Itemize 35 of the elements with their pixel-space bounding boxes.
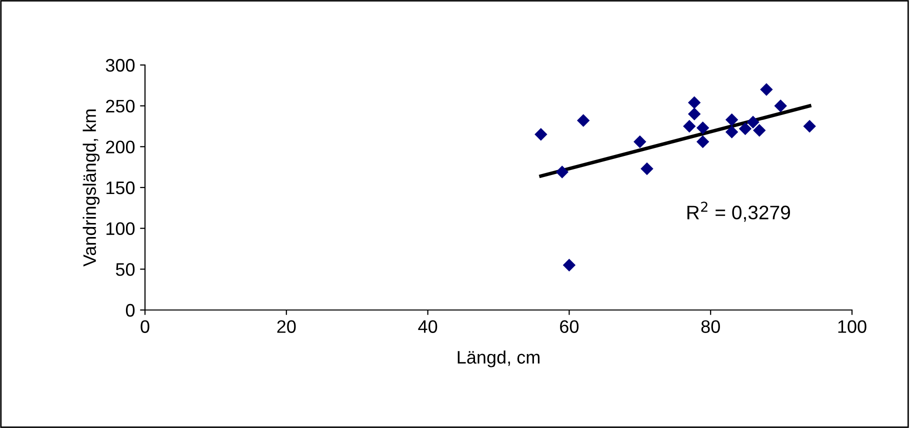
point: [696, 135, 710, 148]
point: [576, 114, 590, 127]
point: [688, 96, 701, 109]
y-tick-label: 50: [116, 263, 135, 276]
point: [634, 135, 646, 148]
x-tick-label: 100: [838, 320, 866, 333]
x-tick-label: 0: [140, 320, 150, 333]
y-axis-title: Vandringslängd, km: [82, 110, 100, 267]
x-tick-label: 40: [418, 320, 438, 333]
annotation: R$^{2}$ = 0,3279: [687, 202, 790, 222]
point: [738, 122, 752, 136]
point: [746, 116, 760, 129]
point: [725, 126, 738, 138]
y-tick-label: 150: [106, 181, 135, 194]
point: [760, 83, 773, 96]
x-tick-label: 80: [701, 320, 720, 333]
point: [640, 162, 654, 176]
y-tick-label: 100: [106, 222, 135, 236]
point: [696, 122, 710, 134]
point: [556, 166, 568, 178]
y-tick-label: 250: [106, 100, 135, 113]
point: [725, 113, 738, 126]
point: [803, 120, 816, 133]
x-tick-label: 60: [560, 320, 579, 333]
point: [688, 108, 701, 120]
y-tick-label: 0: [126, 304, 135, 317]
y-tick-label: 200: [106, 140, 135, 154]
x-axis-title: Längd, cm: [458, 350, 540, 368]
point: [753, 124, 766, 137]
point: [683, 120, 696, 133]
y-tick-label: 300: [106, 58, 135, 72]
point: [562, 258, 576, 272]
point: [774, 99, 787, 112]
point: [534, 128, 548, 141]
x-tick-label: 20: [277, 320, 296, 333]
